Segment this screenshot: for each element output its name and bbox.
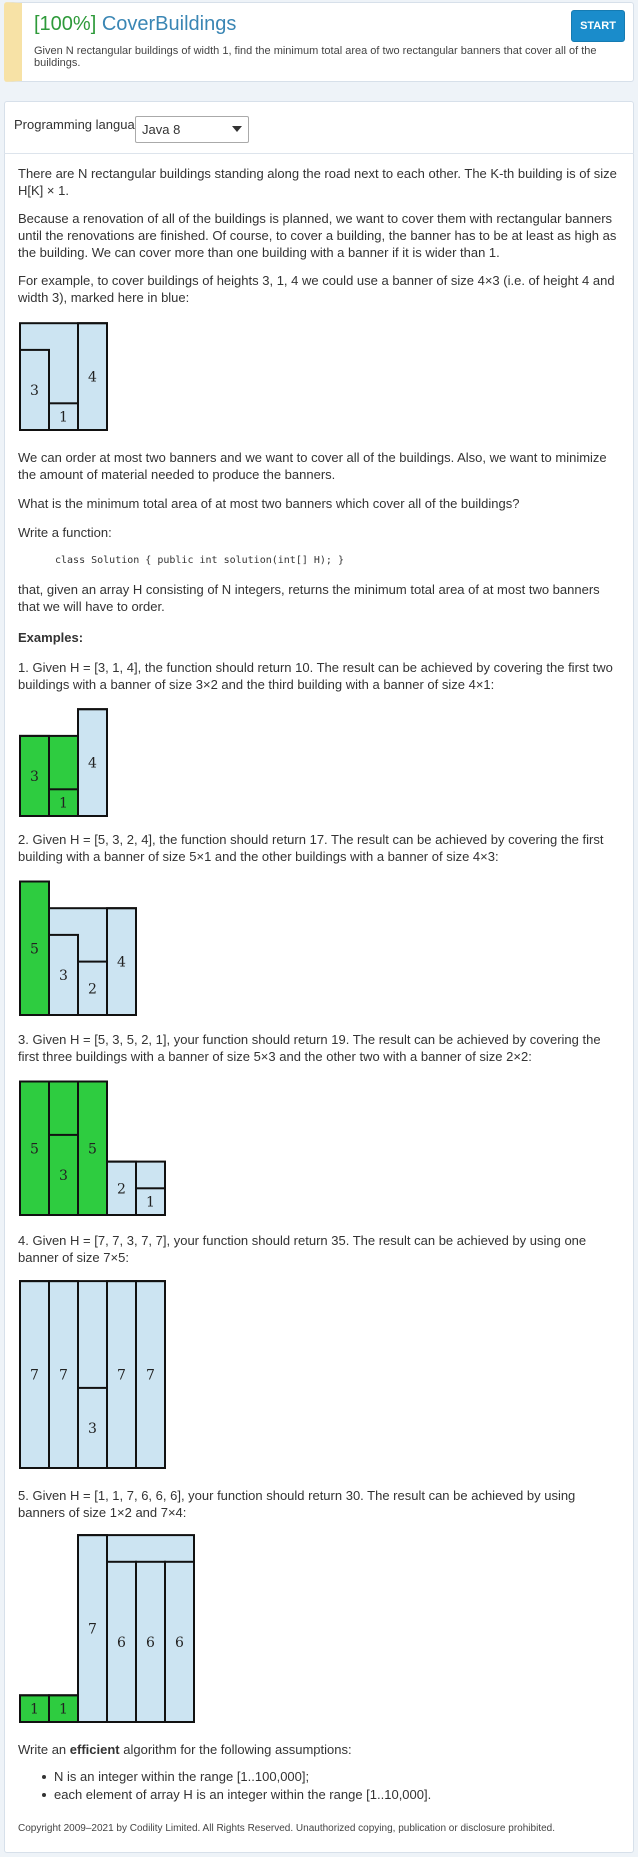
assumptions-bold: efficient [69, 1742, 120, 1757]
paragraph-intro: There are N rectangular buildings standi… [18, 166, 617, 198]
language-selected: Java 8 [142, 122, 181, 137]
building-label-6-4: 6 [117, 1635, 126, 1651]
building-label-3-2: 3 [59, 968, 68, 984]
building-label-5-4: 7 [117, 1368, 126, 1384]
paragraph-write-function: Write a function: [18, 525, 112, 540]
copyright-footer: Copyright 2009–2021 by Codility Limited.… [18, 1823, 555, 1834]
building-label-4-5: 1 [146, 1195, 155, 1211]
building-1-1 [19, 348, 50, 431]
assumptions-pre: Write an [18, 1742, 70, 1757]
banner-5-1 [19, 1280, 166, 1469]
building-label-4-2: 3 [59, 1168, 68, 1184]
building-label-3-4: 4 [117, 955, 126, 971]
example-1-text: 1. Given H = [3, 1, 4], the function sho… [18, 660, 613, 692]
examples-heading: Examples: [18, 630, 84, 645]
building-label-4-4: 2 [117, 1181, 126, 1197]
assumptions-post: algorithm for the following assumptions: [119, 1742, 352, 1757]
building-label-1-2: 1 [59, 410, 68, 426]
building-label-6-2: 1 [59, 1702, 68, 1718]
building-4-5 [135, 1187, 166, 1217]
building-5-2 [48, 1280, 79, 1469]
building-3-4 [106, 907, 137, 1017]
building-6-6 [164, 1560, 195, 1724]
building-label-6-6: 6 [175, 1635, 184, 1651]
divider [4, 153, 634, 154]
building-label-5-2: 7 [59, 1368, 68, 1384]
task-title: [100%] CoverBuildings [34, 13, 236, 36]
banner-3-1 [19, 880, 50, 1016]
building-label-4-1: 5 [30, 1141, 39, 1157]
building-label-3-3: 2 [88, 981, 97, 997]
language-select[interactable]: Java 8 [135, 116, 249, 143]
function-signature: class Solution { public int solution(int… [55, 555, 344, 566]
assumptions-intro: Write an efficient algorithm for the fol… [18, 1741, 618, 1758]
task-name[interactable]: CoverBuildings [101, 13, 237, 35]
chevron-down-icon [232, 126, 242, 132]
building-4-3 [77, 1080, 108, 1216]
building-label-4-3: 5 [88, 1141, 97, 1157]
building-label-5-3: 3 [88, 1421, 97, 1437]
example-2-text: 2. Given H = [5, 3, 2, 4], the function … [18, 832, 604, 864]
building-label-5-1: 7 [30, 1368, 39, 1384]
language-label: Programming language: [14, 117, 153, 132]
assumption-h-range: each element of array H is an integer wi… [41, 1787, 432, 1802]
building-label-1-1: 3 [30, 383, 39, 399]
building-label-2-1: 3 [30, 769, 39, 785]
task-description: Given N rectangular buildings of width 1… [34, 45, 597, 69]
building-label-1-3: 4 [88, 370, 97, 386]
building-1-3 [77, 322, 108, 432]
example-5-text: 5. Given H = [1, 1, 7, 6, 6, 6], your fu… [18, 1488, 576, 1520]
building-label-3-1: 5 [30, 941, 39, 957]
building-label-2-2: 1 [59, 796, 68, 812]
paragraph-order: We can order at most two banners and we … [18, 450, 607, 482]
building-label-6-3: 7 [88, 1622, 97, 1638]
building-5-5 [135, 1280, 166, 1469]
paragraph-renovation: Because a renovation of all of the build… [18, 211, 617, 260]
building-label-6-5: 6 [146, 1635, 155, 1651]
building-label-2-3: 4 [88, 756, 97, 772]
example-4-text: 4. Given H = [7, 7, 3, 7, 7], your funct… [18, 1233, 587, 1265]
start-button[interactable]: START [571, 10, 625, 42]
example-3-text: 3. Given H = [5, 3, 5, 2, 1], your funct… [18, 1032, 601, 1064]
building-2-1 [19, 734, 50, 818]
building-2-3 [77, 708, 108, 818]
paragraph-example: For example, to cover buildings of heigh… [18, 273, 615, 305]
paragraph-returns: that, given an array H consisting of N i… [18, 582, 600, 614]
building-label-6-1: 1 [30, 1702, 39, 1718]
paragraph-question: What is the minimum total area of at mos… [18, 496, 520, 511]
building-label-5-5: 7 [146, 1368, 155, 1384]
score-label: [100%] [34, 13, 97, 35]
assumption-n-range: N is an integer within the range [1..100… [41, 1769, 310, 1784]
task-header: [100%] CoverBuildings Given N rectangula… [4, 2, 634, 82]
